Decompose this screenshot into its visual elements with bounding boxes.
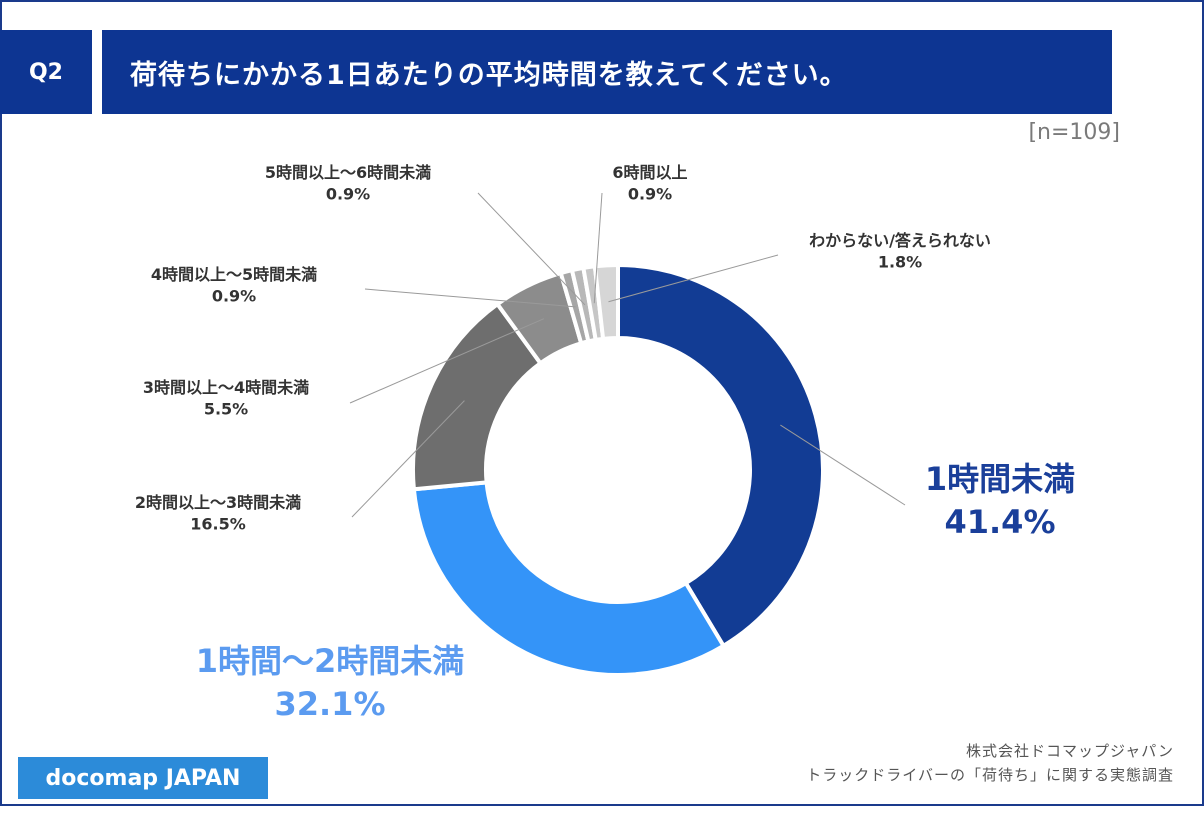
value-label-7: 0.9% [628, 185, 672, 204]
category-label-6: 5時間以上〜6時間未満 [265, 163, 431, 182]
category-label-4: 3時間以上〜4時間未満 [143, 378, 309, 397]
leader-line-7 [593, 192, 603, 304]
slice-2 [411, 480, 727, 677]
value-label-2: 32.1% [274, 685, 385, 723]
value-label-3: 16.5% [190, 515, 246, 534]
slices [411, 262, 825, 677]
sample-size: [n=109] [1028, 120, 1120, 145]
docomap-logo: docomap JAPAN [18, 757, 268, 799]
leader-line-4 [349, 318, 545, 404]
question-title: 荷待ちにかかる1日あたりの平均時間を教えてください。 [102, 30, 1112, 114]
slice-labels: 1時間未満 41.4% 1時間〜2時間未満 32.1% 2時間以上〜3時間未満 16.5%… [135, 163, 1075, 723]
leader-lines [349, 192, 906, 518]
category-label-2: 1時間〜2時間未満 [196, 642, 465, 680]
value-label-6: 0.9% [326, 185, 370, 204]
leader-line-6 [477, 192, 586, 306]
category-label-1: 1時間未満 [925, 460, 1075, 498]
category-label-7: 6時間以上 [612, 163, 687, 182]
leader-line-8 [608, 254, 779, 303]
value-label-1: 41.4% [944, 503, 1055, 541]
category-label-5: 4時間以上〜5時間未満 [151, 265, 317, 284]
leader-line-1 [780, 424, 906, 506]
survey-credit: トラックドライバーの「荷待ち」に関する実態調査 [806, 766, 1174, 784]
category-label-8: わからない/答えられない [809, 231, 991, 250]
leader-line-5 [364, 288, 576, 308]
value-label-5: 0.9% [212, 287, 256, 306]
value-label-8: 1.8% [878, 253, 922, 272]
value-label-4: 5.5% [204, 400, 248, 419]
question-number: Q2 [0, 30, 92, 114]
leader-line-3 [351, 400, 465, 518]
slice-8 [592, 262, 620, 342]
slice-1 [616, 262, 825, 649]
category-label-3: 2時間以上〜3時間未満 [135, 493, 301, 512]
company-credit: 株式会社ドコマップジャパン [965, 742, 1174, 760]
